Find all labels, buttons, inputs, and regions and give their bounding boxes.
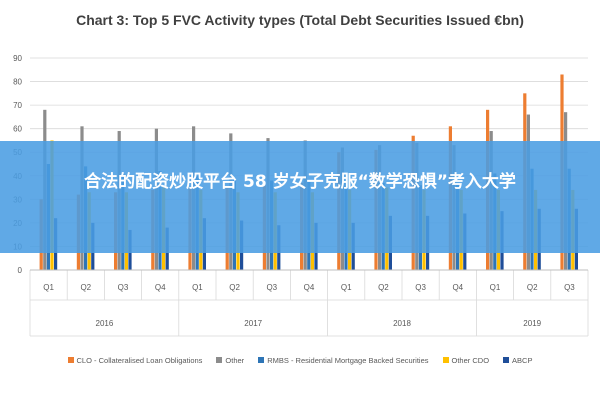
x-tick-label: Q2 <box>80 283 91 292</box>
x-tick-label: Q2 <box>229 283 240 292</box>
legend-item: Other CDO <box>442 355 490 365</box>
legend-swatch <box>503 357 510 363</box>
legend-item: Other <box>216 356 244 365</box>
x-tick-label: Q3 <box>564 283 575 292</box>
legend-label: ABCP <box>512 355 533 365</box>
legend-label: Other <box>225 355 245 365</box>
y-tick-label: 70 <box>13 101 22 110</box>
overlay-banner-text: 合法的配资炒股平台 58 岁女子克服“数学恐惧”考入大学 <box>84 172 516 192</box>
chart-title: Chart 3: Top 5 FVC Activity types (Total… <box>76 12 524 28</box>
group-label: 2016 <box>96 319 114 328</box>
x-tick-label: Q1 <box>192 283 203 292</box>
legend-swatch <box>442 357 449 363</box>
legend-label: CLO - Collateralised Loan Obligations <box>76 355 203 365</box>
overlay-banner[interactable]: 合法的配资炒股平台 58 岁女子克服“数学恐惧”考入大学 <box>0 141 600 253</box>
x-tick-label: Q2 <box>378 283 389 292</box>
x-tick-label: Q3 <box>118 283 129 292</box>
group-label: 2019 <box>523 319 541 328</box>
legend-label: Other CDO <box>451 355 490 365</box>
y-tick-label: 60 <box>13 125 22 134</box>
y-tick-label: 80 <box>13 78 22 87</box>
x-tick-label: Q3 <box>266 283 277 292</box>
x-tick-label: Q2 <box>527 283 538 292</box>
x-tick-label: Q3 <box>415 283 426 292</box>
legend-item: RMBS - Residential Mortgage Backed Secur… <box>258 355 429 365</box>
legend-item: ABCP <box>503 356 532 365</box>
legend-label: RMBS - Residential Mortgage Backed Secur… <box>267 355 429 365</box>
x-tick-label: Q4 <box>155 283 166 292</box>
chart-legend: CLO - Collateralised Loan Obligations Oth… <box>0 352 600 368</box>
y-tick-label: 0 <box>18 266 23 275</box>
x-tick-label: Q4 <box>304 283 315 292</box>
y-tick-label: 90 <box>13 54 22 63</box>
x-tick-label: Q1 <box>341 283 352 292</box>
legend-swatch <box>258 357 265 363</box>
x-tick-label: Q1 <box>43 283 54 292</box>
x-tick-label: Q1 <box>490 283 501 292</box>
legend-swatch <box>67 357 74 363</box>
group-label: 2017 <box>244 319 262 328</box>
legend-item: CLO - Collateralised Loan Obligations <box>67 355 203 365</box>
group-label: 2018 <box>393 319 411 328</box>
legend-swatch <box>216 357 223 363</box>
x-tick-label: Q4 <box>452 283 463 292</box>
